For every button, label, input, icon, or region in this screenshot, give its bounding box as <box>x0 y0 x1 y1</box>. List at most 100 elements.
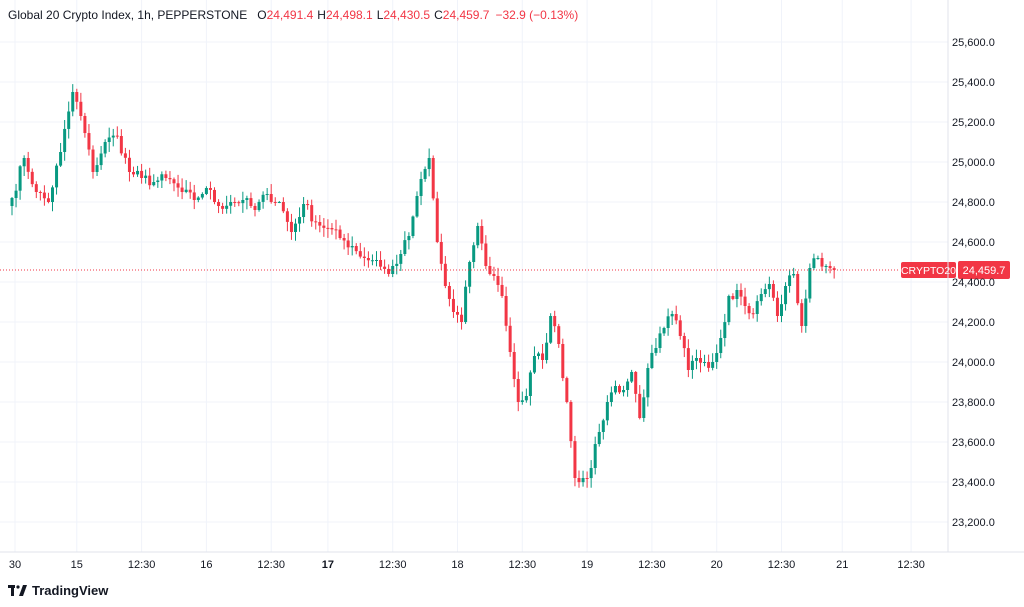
x-tick-label: 12:30 <box>768 559 796 571</box>
candle-body <box>298 217 302 224</box>
candle-body <box>763 289 767 294</box>
candle-body <box>638 393 642 418</box>
x-tick-label: 18 <box>451 559 463 571</box>
candle-body <box>156 180 160 182</box>
candle-body <box>132 172 135 175</box>
x-tick-label: 12:30 <box>128 559 156 571</box>
candle-body <box>557 326 561 344</box>
candle-body <box>780 304 783 316</box>
candle-body <box>739 290 743 297</box>
candle-body <box>504 296 508 326</box>
candle-body <box>447 286 451 299</box>
candle-body <box>99 153 103 166</box>
candle-body <box>176 183 180 188</box>
candle-body <box>674 314 678 321</box>
y-tick-label: 25,600.0 <box>952 37 995 49</box>
candle-body <box>196 197 200 200</box>
candle-body <box>107 137 111 142</box>
tradingview-logo[interactable]: TradingView <box>8 583 108 598</box>
candle-body <box>75 92 79 102</box>
candle-body <box>26 158 30 172</box>
candle-body <box>642 397 646 418</box>
candle-body <box>22 158 26 167</box>
chart-grid <box>0 0 948 552</box>
candle-body <box>257 201 261 210</box>
candle-body <box>281 202 285 212</box>
candle-body <box>707 362 711 368</box>
candle-body <box>51 187 54 202</box>
low-key: L <box>376 8 384 22</box>
candle-body <box>512 352 516 380</box>
candle-body <box>605 402 609 421</box>
candle-body <box>646 368 650 398</box>
candle-body <box>148 175 152 186</box>
candle-body <box>443 263 447 286</box>
y-tick-label: 23,400.0 <box>952 477 995 489</box>
time-axis[interactable]: 30 15 12:30 16 12:30 17 12:30 18 12:30 19 12:30 20 1… <box>0 551 1024 571</box>
candle-body <box>399 254 403 264</box>
candle-body <box>626 381 630 390</box>
candle-body <box>743 296 747 306</box>
candle-body <box>387 268 391 274</box>
tradingview-logo-text: TradingView <box>32 583 109 598</box>
candle-body <box>111 135 115 138</box>
candle-body <box>516 379 520 402</box>
candle-body <box>759 294 763 302</box>
candle-body <box>91 149 95 172</box>
x-tick-label: 16 <box>200 559 212 571</box>
candlestick-series <box>10 84 836 488</box>
candle-body <box>208 188 212 190</box>
open-key: O <box>257 8 267 22</box>
candle-body <box>383 266 387 269</box>
candle-body <box>379 260 383 267</box>
candle-body <box>342 238 346 241</box>
candle-body <box>253 205 257 210</box>
candle-body <box>597 432 601 445</box>
candle-body <box>180 187 184 192</box>
candle-body <box>537 353 540 356</box>
candle-body <box>431 158 435 199</box>
candle-body <box>520 400 524 402</box>
candle-body <box>735 290 739 299</box>
candle-body <box>403 240 407 254</box>
candle-body <box>460 314 464 322</box>
candle-body <box>804 298 808 326</box>
candle-body <box>366 258 370 261</box>
y-tick-label: 25,000.0 <box>952 157 995 169</box>
candle-body <box>731 296 735 299</box>
last-price-axis-tag-text: 24,459.7 <box>963 265 1006 277</box>
symbol-legend[interactable]: Global 20 Crypto Index, 1h, PEPPERSTONE … <box>8 8 578 22</box>
candle-body <box>589 468 593 479</box>
candle-body <box>358 251 362 257</box>
price-axis[interactable]: 25,600.0 25,400.0 25,200.0 25,000.0 24,800.0… <box>947 0 995 552</box>
candle-body <box>370 260 374 262</box>
candle-body <box>423 169 427 179</box>
candle-body <box>95 165 99 172</box>
candle-body <box>654 348 658 353</box>
candle-body <box>192 192 196 200</box>
candle-body <box>435 198 439 242</box>
y-tick-label: 23,600.0 <box>952 437 995 449</box>
candle-body <box>200 193 204 198</box>
candle-body <box>411 216 415 236</box>
candle-body <box>249 198 253 206</box>
high-key: H <box>317 8 326 22</box>
candle-body <box>561 344 565 379</box>
candle-body <box>127 157 131 172</box>
candle-body <box>318 222 322 226</box>
candle-body <box>800 303 804 326</box>
candle-body <box>690 360 694 370</box>
symbol-price-tag <box>901 262 956 279</box>
candle-body <box>788 275 792 286</box>
last-price-axis-tag[interactable] <box>958 261 1010 280</box>
candle-body <box>808 268 812 299</box>
candle-body <box>577 478 581 483</box>
candle-body <box>188 189 192 193</box>
change-value: −32.9 (−0.13%) <box>495 8 579 22</box>
candle-body <box>528 372 532 396</box>
candle-body <box>545 342 549 360</box>
candle-body <box>103 142 107 154</box>
candle-body <box>622 390 626 393</box>
close-key: C <box>434 8 443 22</box>
